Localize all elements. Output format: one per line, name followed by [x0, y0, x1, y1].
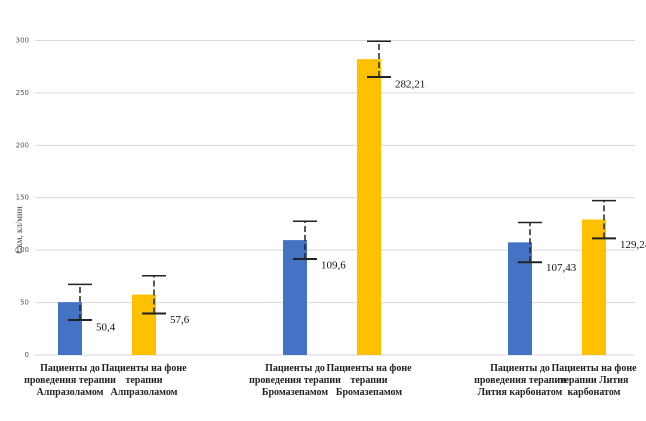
y-tick-label: 150: [16, 194, 29, 202]
y-tick-label: 200: [16, 141, 29, 149]
y-tick-label: 100: [16, 246, 29, 254]
bar: [508, 242, 532, 355]
x-tick-label: Пациенты до проведения терапии Лития кар…: [474, 363, 566, 398]
y-axis-label: Скм, кл/мин: [14, 206, 24, 253]
y-tick-label: 50: [20, 299, 29, 307]
bar: [283, 240, 307, 355]
data-label: 109,6: [321, 260, 346, 272]
y-tick-label: 0: [25, 351, 29, 359]
data-label: 107,43: [546, 262, 577, 274]
y-tick-label: 250: [16, 89, 29, 97]
x-tick-label: Пациенты до проведения терапии Бромазепа…: [249, 363, 341, 398]
x-tick-label: Пациенты на фоне терапии Алпразоламом: [101, 363, 187, 398]
x-tick-label: Пациенты до проведения терапии Алпразола…: [24, 363, 116, 398]
y-tick-label: 300: [16, 36, 29, 44]
x-tick-label: Пациенты на фоне терапии Лития карбонато…: [551, 363, 637, 398]
bar: [582, 219, 606, 355]
data-label: 57,6: [170, 314, 190, 326]
bar: [357, 59, 381, 356]
x-tick-label: Пациенты на фоне терапии Бромазепамом: [326, 363, 412, 398]
bar: [58, 302, 82, 355]
data-label: 50,4: [96, 322, 116, 334]
bar: [132, 294, 156, 355]
data-label: 129,24: [620, 239, 646, 251]
data-label: 282,21: [395, 79, 425, 91]
